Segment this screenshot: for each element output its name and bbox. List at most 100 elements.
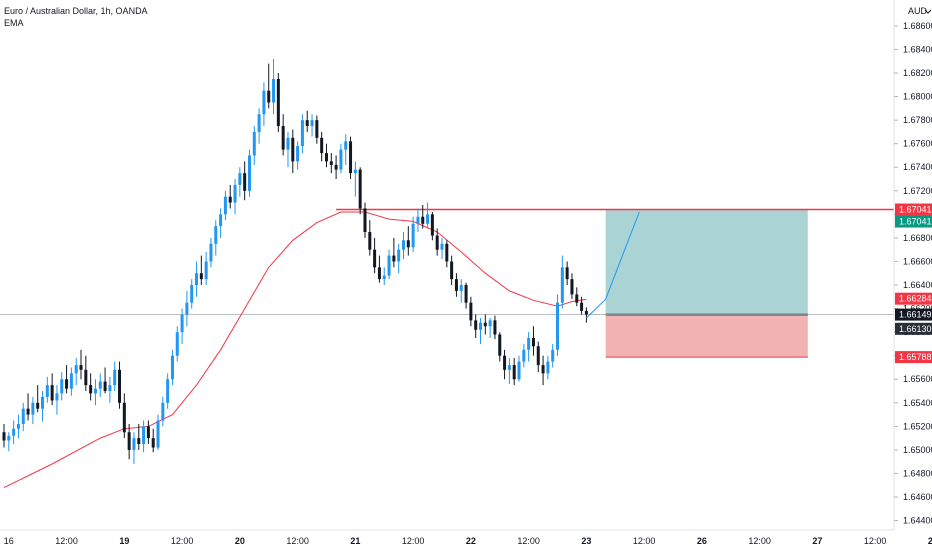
candle-up — [209, 243, 213, 262]
candle-down — [315, 120, 319, 138]
candle-up — [161, 402, 165, 421]
x-tick-label: 12:00 — [55, 536, 78, 546]
candle-down — [358, 169, 362, 209]
price-tag-label: 1.66149 — [899, 310, 932, 320]
candle-down — [498, 334, 502, 356]
candle-down — [137, 438, 141, 445]
candle-up — [272, 78, 276, 103]
candle-down — [89, 385, 93, 394]
candle-down — [406, 240, 410, 248]
y-tick-label: 1.66600 — [903, 256, 932, 266]
candle-down — [536, 346, 540, 366]
candle-down — [493, 320, 497, 335]
x-tick-label: 22 — [466, 536, 476, 546]
price-tag — [895, 215, 932, 228]
x-tick-label: 23 — [581, 536, 591, 546]
candle-down — [575, 294, 579, 303]
candle-up — [180, 314, 184, 333]
stop-loss-zone[interactable] — [605, 314, 808, 358]
candle-down — [228, 196, 232, 203]
x-tick-label: 21 — [350, 536, 360, 546]
y-tick-label: 1.65400 — [903, 398, 932, 408]
candle-up — [219, 214, 223, 227]
candle-up — [310, 120, 314, 127]
y-tick-label: 1.65000 — [903, 445, 932, 455]
candle-up — [401, 240, 405, 250]
candle-up — [166, 379, 170, 403]
candle-down — [565, 267, 569, 280]
candle-up — [344, 141, 348, 150]
y-tick-label: 1.68600 — [903, 21, 932, 31]
x-tick-label: 19 — [119, 536, 129, 546]
candle-down — [127, 432, 131, 450]
candle-down — [65, 379, 69, 389]
candle-down — [392, 255, 396, 262]
x-tick-label: 16 — [4, 536, 14, 546]
candle-up — [12, 428, 16, 436]
candle-up — [55, 393, 59, 401]
candle-up — [522, 349, 526, 362]
projection-line[interactable] — [586, 211, 640, 319]
candle-down — [329, 161, 333, 165]
candle-down — [377, 267, 381, 280]
price-tag — [895, 308, 932, 321]
candle-up — [517, 361, 521, 380]
candle-down — [151, 438, 155, 448]
x-tick-label: 26 — [697, 536, 707, 546]
candle-down — [320, 137, 324, 154]
y-tick-label: 1.66800 — [903, 233, 932, 243]
candle-up — [190, 285, 194, 303]
x-tick-label: 12:00 — [171, 536, 194, 546]
candle-up — [214, 226, 218, 244]
candle-up — [233, 184, 237, 203]
candle-down — [26, 408, 30, 415]
candle-up — [488, 320, 492, 327]
candle-up — [527, 338, 531, 350]
indicator-label: EMA — [4, 18, 24, 28]
candle-down — [483, 322, 487, 327]
candle-up — [223, 196, 227, 215]
candle-up — [175, 332, 179, 356]
y-tick-label: 1.64400 — [903, 516, 932, 526]
y-tick-label: 1.65200 — [903, 421, 932, 431]
candle-up — [156, 420, 160, 448]
candle-down — [79, 365, 83, 370]
candle-down — [368, 232, 372, 250]
candle-down — [2, 432, 6, 441]
candle-up — [416, 216, 420, 224]
take-profit-zone[interactable] — [605, 209, 808, 315]
price-tag — [895, 292, 932, 305]
price-tag-label: 1.67041 — [899, 205, 932, 215]
x-tick-label: 12:00 — [517, 536, 540, 546]
price-tag — [895, 203, 932, 216]
candle-down — [146, 426, 150, 439]
candle-down — [474, 320, 478, 330]
candle-up — [132, 438, 136, 450]
candle-up — [300, 120, 304, 147]
x-tick-label: 12:00 — [286, 536, 309, 546]
candle-up — [108, 385, 112, 392]
price-tag — [895, 351, 932, 364]
candle-down — [84, 369, 88, 386]
y-tick-label: 1.64800 — [903, 468, 932, 478]
price-tag-label: 1.66130 — [899, 324, 932, 334]
chevron-down-icon[interactable] — [924, 9, 932, 14]
x-tick-label: 27 — [812, 536, 822, 546]
candle-up — [479, 322, 483, 330]
candle-down — [281, 126, 285, 150]
x-tick-label: 20 — [235, 536, 245, 546]
candle-down — [291, 137, 295, 162]
candle-down — [349, 141, 353, 174]
candle-down — [305, 120, 309, 127]
y-tick-label: 1.64600 — [903, 492, 932, 502]
candle-up — [142, 426, 146, 445]
candle-up — [195, 273, 199, 286]
candle-up — [45, 385, 49, 397]
candle-up — [238, 173, 242, 185]
candle-up — [7, 435, 11, 441]
candle-down — [464, 285, 468, 303]
candle-down — [421, 216, 425, 224]
candle-down — [430, 214, 434, 236]
candle-down — [503, 355, 507, 370]
